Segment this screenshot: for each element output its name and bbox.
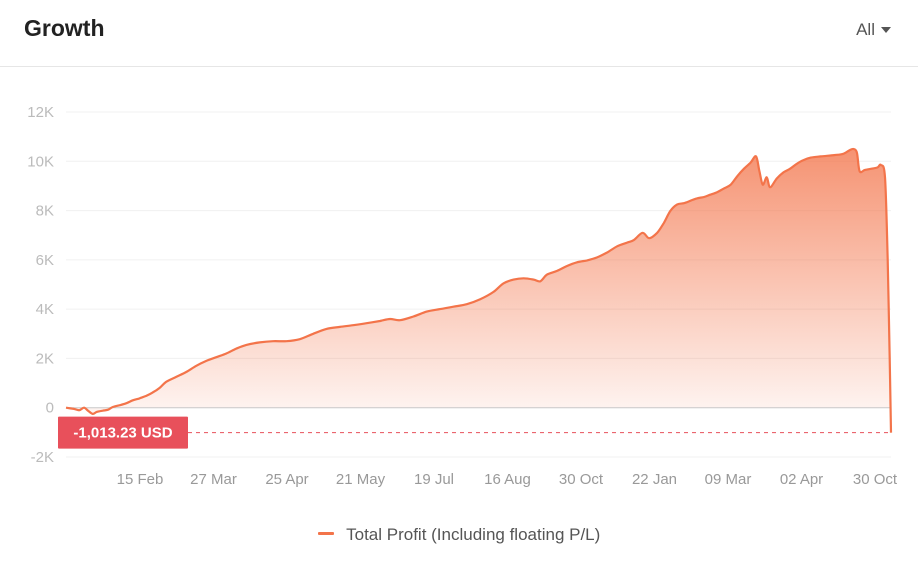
x-tick-label: 30 Oct [559,471,604,488]
x-axis: 15 Feb 27 Mar 25 Apr 21 May 19 Jul 16 Aug 30 O… [117,471,898,488]
y-tick-label: -2K [31,449,54,466]
last-value-label: -1,013.23 USD [73,425,172,442]
x-tick-label: 19 Jul [414,471,454,488]
y-tick-label: 0 [46,400,54,417]
legend-swatch [317,532,334,536]
last-value-badge: -1,013.23 USD [58,416,188,449]
profit-area [66,148,891,433]
legend[interactable]: Total Profit (Including floating P/L) [0,525,918,545]
x-tick-label: 21 May [336,471,386,488]
x-tick-label: 02 Apr [780,471,823,488]
x-tick-label: 27 Mar [190,471,237,488]
x-tick-label: 09 Mar [705,471,752,488]
y-tick-label: 10K [27,153,54,170]
chart-title: Growth [24,15,105,41]
x-tick-label: 25 Apr [265,471,308,488]
range-dropdown-value: All [856,20,875,39]
y-tick-label: 12K [27,104,54,121]
x-tick-label: 22 Jan [632,471,677,488]
y-axis: -2K 0 2K 4K 6K 8K 10K 12K [27,104,54,466]
profit-series-line[interactable] [65,147,893,433]
legend-label: Total Profit (Including floating P/L) [346,525,601,544]
chart-header: Growth All [0,0,918,67]
y-tick-label: 4K [36,301,54,318]
y-tick-label: 8K [36,203,54,220]
y-tick-label: 6K [36,252,54,269]
range-dropdown[interactable]: All [856,20,891,40]
x-tick-label: 30 Oct [853,471,898,488]
y-tick-label: 2K [36,350,54,367]
chevron-down-icon [881,27,891,33]
x-tick-label: 15 Feb [117,471,164,488]
x-tick-label: 16 Aug [484,471,531,488]
